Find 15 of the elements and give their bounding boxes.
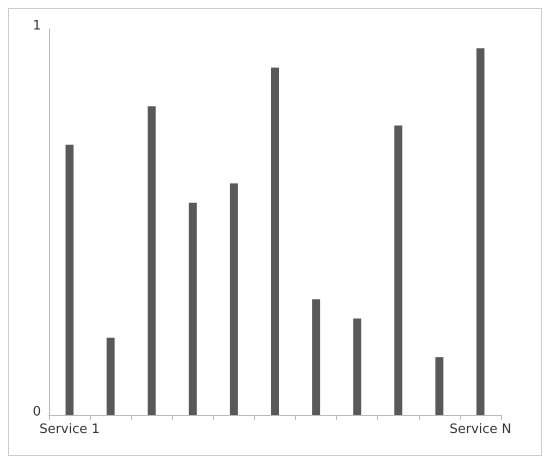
bar: [312, 299, 320, 415]
bar: [106, 338, 115, 415]
bar: [148, 106, 156, 415]
bar: [188, 202, 197, 415]
x-tick-label: Service N: [450, 422, 512, 437]
y-tick-label: 1: [32, 18, 41, 34]
bar: [476, 48, 484, 415]
bar: [353, 318, 362, 415]
bar: [271, 68, 279, 415]
bar: [230, 183, 238, 415]
bar: [435, 357, 444, 415]
bar: [394, 126, 402, 415]
x-tick-label: Service 1: [39, 422, 100, 437]
y-tick-label: 0: [32, 404, 41, 420]
bar: [66, 144, 74, 415]
